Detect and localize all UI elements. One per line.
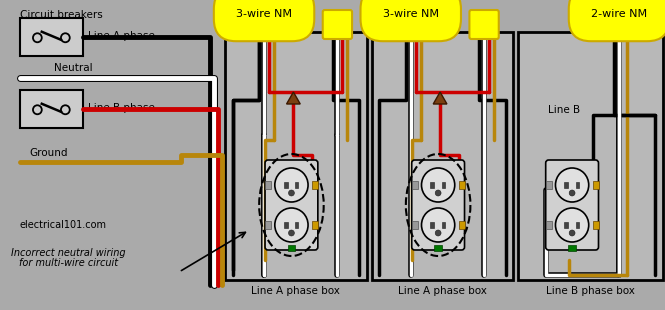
FancyBboxPatch shape <box>249 10 279 39</box>
Text: Circuit breakers: Circuit breakers <box>19 10 102 20</box>
Bar <box>283 182 287 188</box>
FancyBboxPatch shape <box>604 10 634 39</box>
Text: 3-wire NM: 3-wire NM <box>383 9 439 19</box>
Circle shape <box>569 190 575 196</box>
Bar <box>283 222 287 228</box>
Text: Line B phase: Line B phase <box>88 103 155 113</box>
FancyBboxPatch shape <box>469 10 499 39</box>
Bar <box>593 181 598 189</box>
Bar <box>265 181 271 189</box>
Circle shape <box>435 230 441 236</box>
Circle shape <box>61 33 70 42</box>
Circle shape <box>289 230 295 236</box>
Bar <box>430 182 434 188</box>
Bar <box>593 221 598 229</box>
Circle shape <box>435 190 441 196</box>
Text: for multi-wire circuit: for multi-wire circuit <box>19 258 118 268</box>
Circle shape <box>275 208 308 242</box>
Bar <box>442 222 445 228</box>
FancyBboxPatch shape <box>396 10 426 39</box>
Text: Line B phase box: Line B phase box <box>546 286 635 296</box>
Circle shape <box>33 105 42 114</box>
FancyBboxPatch shape <box>546 160 598 250</box>
Text: Line A phase: Line A phase <box>88 31 155 41</box>
FancyBboxPatch shape <box>372 32 513 280</box>
Circle shape <box>275 168 308 202</box>
Bar <box>312 221 318 229</box>
Text: Line B: Line B <box>548 105 580 115</box>
Bar <box>576 222 579 228</box>
FancyBboxPatch shape <box>323 10 352 39</box>
Bar <box>295 222 299 228</box>
Bar <box>576 182 579 188</box>
Bar <box>430 222 434 228</box>
Bar <box>459 221 465 229</box>
Text: 3-wire NM: 3-wire NM <box>236 9 292 19</box>
FancyBboxPatch shape <box>518 32 663 280</box>
FancyBboxPatch shape <box>265 160 318 250</box>
Bar <box>295 182 299 188</box>
Circle shape <box>422 208 455 242</box>
Polygon shape <box>287 92 300 104</box>
Bar <box>546 221 551 229</box>
Circle shape <box>569 230 575 236</box>
Bar <box>412 221 418 229</box>
Circle shape <box>555 208 589 242</box>
Text: electrical101.com: electrical101.com <box>19 220 106 230</box>
Text: Neutral: Neutral <box>54 63 92 73</box>
Text: Ground: Ground <box>29 148 68 158</box>
Circle shape <box>555 168 589 202</box>
FancyBboxPatch shape <box>412 160 465 250</box>
Bar <box>546 181 551 189</box>
Circle shape <box>33 33 42 42</box>
FancyBboxPatch shape <box>19 18 83 56</box>
Bar <box>287 245 295 251</box>
Bar <box>565 222 568 228</box>
Bar <box>412 181 418 189</box>
Bar <box>565 182 568 188</box>
Text: Incorrect neutral wiring: Incorrect neutral wiring <box>11 248 126 258</box>
FancyBboxPatch shape <box>225 32 366 280</box>
Circle shape <box>289 190 295 196</box>
Bar <box>459 181 465 189</box>
Bar <box>434 245 442 251</box>
Bar <box>265 221 271 229</box>
Bar <box>312 181 318 189</box>
Text: Line A phase box: Line A phase box <box>398 286 487 296</box>
Polygon shape <box>433 92 447 104</box>
Bar <box>568 245 576 251</box>
Text: Line A phase box: Line A phase box <box>251 286 340 296</box>
Bar <box>442 182 445 188</box>
Circle shape <box>422 168 455 202</box>
Circle shape <box>61 105 70 114</box>
FancyBboxPatch shape <box>19 90 83 128</box>
Text: 2-wire NM: 2-wire NM <box>591 9 647 19</box>
